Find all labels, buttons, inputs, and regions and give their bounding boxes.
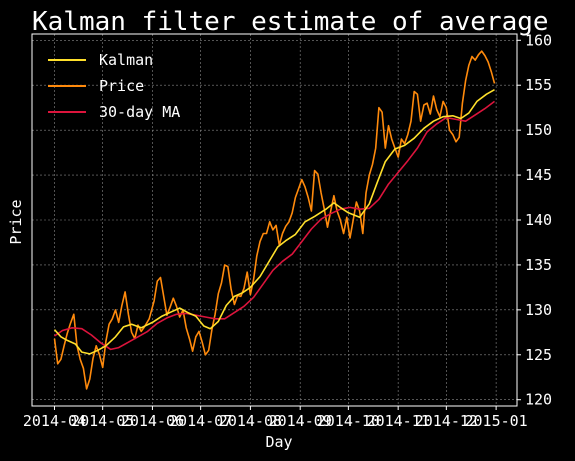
x-tick-label: 2014-08 (219, 412, 282, 430)
x-axis-label: Day (265, 433, 292, 451)
legend-label: Kalman (99, 51, 153, 69)
y-tick-label: 130 (525, 301, 552, 319)
series-line-0 (53, 89, 495, 355)
y-tick-label: 120 (525, 391, 552, 409)
x-tick-label: 2014-07 (169, 412, 232, 430)
series-line-1 (53, 50, 496, 390)
y-axis-ticks: 120 125 130 135 140 145 150 155 160 (517, 31, 552, 409)
legend: Kalman Price 30-day MA (48, 51, 180, 121)
x-tick-label: 2014-04 (23, 412, 86, 430)
chart-title: Kalman filter estimate of average (32, 7, 549, 37)
x-tick-label: 2014-05 (71, 412, 134, 430)
y-tick-label: 155 (525, 76, 552, 94)
series-lines (53, 50, 496, 390)
legend-label: 30-day MA (99, 103, 180, 121)
x-tick-label: 2014-10 (317, 412, 380, 430)
y-axis-label: Price (7, 199, 25, 244)
y-tick-label: 150 (525, 121, 552, 139)
y-tick-label: 125 (525, 346, 552, 364)
series-line-2 (54, 100, 495, 351)
legend-label: Price (99, 77, 144, 95)
x-tick-label: 2015-01 (465, 412, 528, 430)
x-tick-label: 2014-06 (121, 412, 184, 430)
x-tick-label: 2014-12 (415, 412, 478, 430)
y-tick-label: 140 (525, 211, 552, 229)
x-tick-label: 2014-09 (269, 412, 332, 430)
y-tick-label: 135 (525, 256, 552, 274)
x-axis-ticks: 2014-042014-052014-062014-072014-082014-… (23, 406, 528, 430)
grid (32, 34, 517, 406)
x-tick-label: 2014-11 (367, 412, 430, 430)
y-tick-label: 145 (525, 166, 552, 184)
y-tick-label: 160 (525, 31, 552, 49)
